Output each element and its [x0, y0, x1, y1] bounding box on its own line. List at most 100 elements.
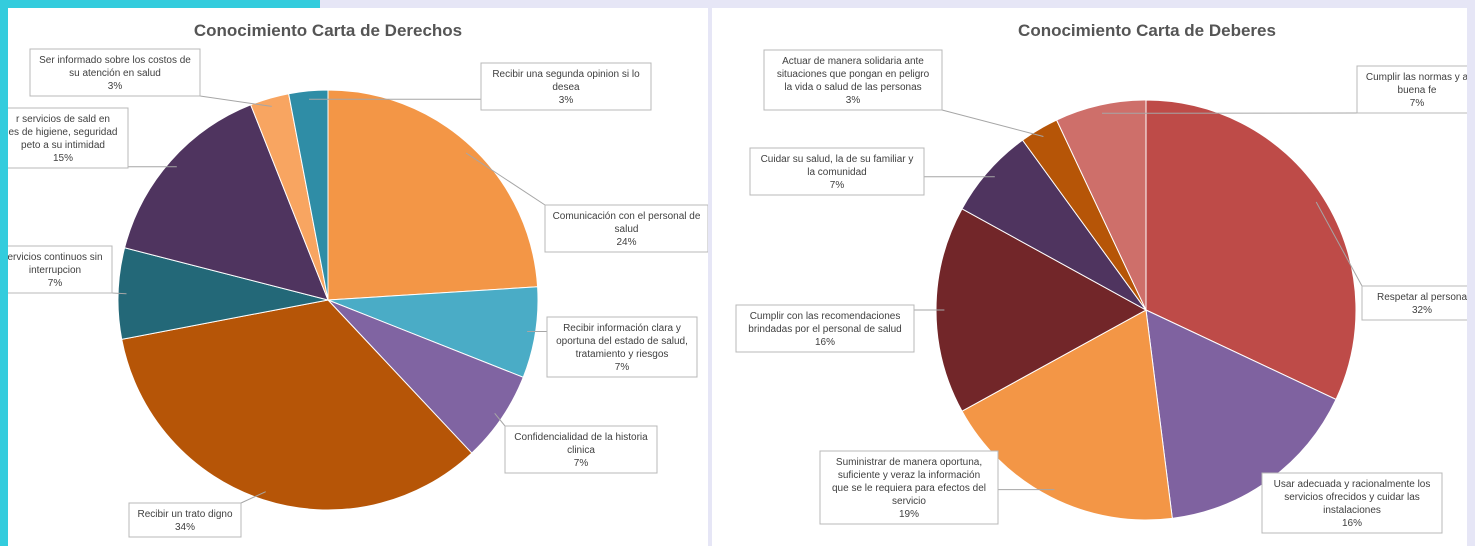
data-label: r servicios de sald en es de higiene, seg…	[8, 107, 129, 169]
data-label-text: clinica	[567, 445, 595, 456]
data-label-box	[749, 147, 925, 196]
data-label-percent: 15%	[53, 153, 73, 164]
pie-slice	[123, 104, 329, 301]
data-label-text: servicio	[892, 496, 926, 507]
pie-slice	[1055, 99, 1147, 311]
data-label-text: situaciones que pongan en peligro	[777, 69, 930, 80]
data-label-text: Confidencialidad de la historia	[514, 432, 648, 443]
leader-line	[494, 412, 506, 427]
data-label: Recibir información clara y oportuna del …	[546, 316, 698, 378]
data-label-box	[1261, 472, 1443, 534]
data-label-text: desea	[552, 82, 580, 93]
data-label-percent: 7%	[615, 362, 630, 373]
chart-panel-deberes: Conocimiento Carta de Deberes Respetar a…	[712, 8, 1467, 546]
leader-line	[111, 292, 127, 295]
data-label: Confidencialidad de la historia clinica 7%	[504, 425, 658, 474]
accent-bar-top	[0, 0, 320, 8]
data-label-text: servicios ofrecidos y cuidar las	[1284, 492, 1420, 503]
data-label-percent: 7%	[830, 180, 845, 191]
leader-line	[465, 152, 546, 206]
leader-line	[941, 109, 1044, 137]
data-label-text: buena fe	[1398, 85, 1437, 96]
pie-slice	[327, 89, 539, 301]
data-label-box	[8, 245, 113, 294]
data-label-box	[29, 48, 201, 97]
leader-line	[199, 95, 272, 107]
data-label: Ser informado sobre los costos de su aten…	[29, 48, 201, 97]
data-label-box	[546, 316, 698, 378]
pie-slice	[1145, 99, 1357, 401]
data-label: Actuar de manera solidaria ante situacion…	[763, 49, 943, 111]
data-label-percent: 3%	[846, 95, 861, 106]
data-label-text: Cumplir con las recomendaciones	[750, 311, 901, 322]
data-label-text: salud	[615, 224, 639, 235]
leader-line	[240, 491, 266, 504]
data-label: Suministrar de manera oportuna, suficient…	[819, 450, 999, 525]
accent-bar-left	[0, 0, 8, 546]
data-label: Recibir un trato digno 34%	[128, 502, 242, 538]
data-label: Respetar al persona 32%	[1361, 285, 1467, 321]
data-label-box	[504, 425, 658, 474]
data-label-text: r servicios de sald en	[16, 114, 110, 125]
data-label-percent: 16%	[1342, 518, 1362, 529]
data-label-text: Usar adecuada y racionalmente los	[1274, 479, 1431, 490]
data-labels: Respetar al persona 32% Usar adecuada y ra…	[735, 49, 1467, 534]
data-label-text: Ser informado sobre los costos de	[39, 55, 191, 66]
data-label-box	[763, 49, 943, 111]
data-label-percent: 3%	[108, 81, 123, 92]
data-label-text: Comunicación con el personal de	[553, 211, 701, 222]
pie-slice	[121, 299, 473, 511]
data-label-box	[1361, 285, 1467, 321]
pie-slice	[288, 89, 329, 301]
data-label-percent: 3%	[559, 95, 574, 106]
data-label-text: Cumplir las normas y a	[1366, 72, 1467, 83]
data-label-text: Recibir un trato digno	[137, 509, 232, 520]
leader-line	[1315, 201, 1363, 287]
data-label: Cumplir las normas y a buena fe 7%	[1356, 65, 1467, 114]
data-label: Usar adecuada y racionalmente los servici…	[1261, 472, 1443, 534]
data-label: ervicios continuos sin interrupcion 7%	[8, 245, 113, 294]
data-label-percent: 24%	[616, 237, 636, 248]
data-label-text: Respetar al persona	[1377, 292, 1467, 303]
chart-title: Conocimiento Carta de Deberes	[1018, 21, 1276, 40]
data-label-text: la vida o salud de las personas	[784, 82, 921, 93]
data-label-percent: 7%	[574, 458, 589, 469]
data-label-text: ervicios continuos sin	[8, 252, 103, 263]
data-label-text: interrupcion	[29, 265, 81, 276]
data-label-text: Cuidar su salud, la de su familiar y	[761, 154, 914, 165]
chart-title: Conocimiento Carta de Derechos	[194, 21, 462, 40]
data-label-box	[480, 62, 652, 111]
data-label-percent: 16%	[815, 337, 835, 348]
pie-chart-derechos: Conocimiento Carta de Derechos Comunicac…	[8, 21, 708, 538]
data-label-text: Recibir información clara y	[563, 323, 681, 334]
data-label-percent: 34%	[175, 522, 195, 533]
data-label-box	[8, 107, 129, 169]
data-label-text: Recibir una segunda opinion si lo	[492, 69, 640, 80]
data-label-text: la comunidad	[807, 167, 866, 178]
data-label-box	[544, 204, 708, 253]
data-label-text: instalaciones	[1323, 505, 1381, 516]
data-label-percent: 19%	[899, 509, 919, 520]
data-label-text: Actuar de manera solidaria ante	[782, 56, 924, 67]
data-label: Comunicación con el personal de salud 24%	[544, 204, 708, 253]
pie-slice	[961, 309, 1173, 521]
data-label-percent: 32%	[1412, 305, 1432, 316]
chart-panel-derechos: Conocimiento Carta de Derechos Comunicac…	[8, 8, 708, 546]
pie-slices	[117, 89, 539, 511]
data-label-box	[1356, 65, 1467, 114]
data-label-text: su atención en salud	[69, 68, 161, 79]
data-label-text: brindadas por el personal de salud	[748, 324, 901, 335]
data-label: Cumplir con las recomendaciones brindadas…	[735, 304, 915, 353]
data-label-text: es de higiene, seguridad	[9, 127, 118, 138]
data-label-text: suficiente y veraz la información	[838, 470, 980, 481]
data-label-text: tratamiento y riesgos	[576, 349, 669, 360]
data-label-box	[735, 304, 915, 353]
data-label-percent: 7%	[1410, 98, 1425, 109]
pie-chart-deberes: Conocimiento Carta de Deberes Respetar a…	[735, 21, 1467, 534]
data-label: Recibir una segunda opinion si lo desea 3%	[480, 62, 652, 111]
data-label-text: que se le requiera para efectos del	[832, 483, 986, 494]
data-label-text: peto a su intimidad	[21, 140, 105, 151]
data-labels: Comunicación con el personal de salud 24% R…	[8, 48, 708, 538]
data-label-box	[819, 450, 999, 525]
data-label-text: Suministrar de manera oportuna,	[836, 457, 982, 468]
